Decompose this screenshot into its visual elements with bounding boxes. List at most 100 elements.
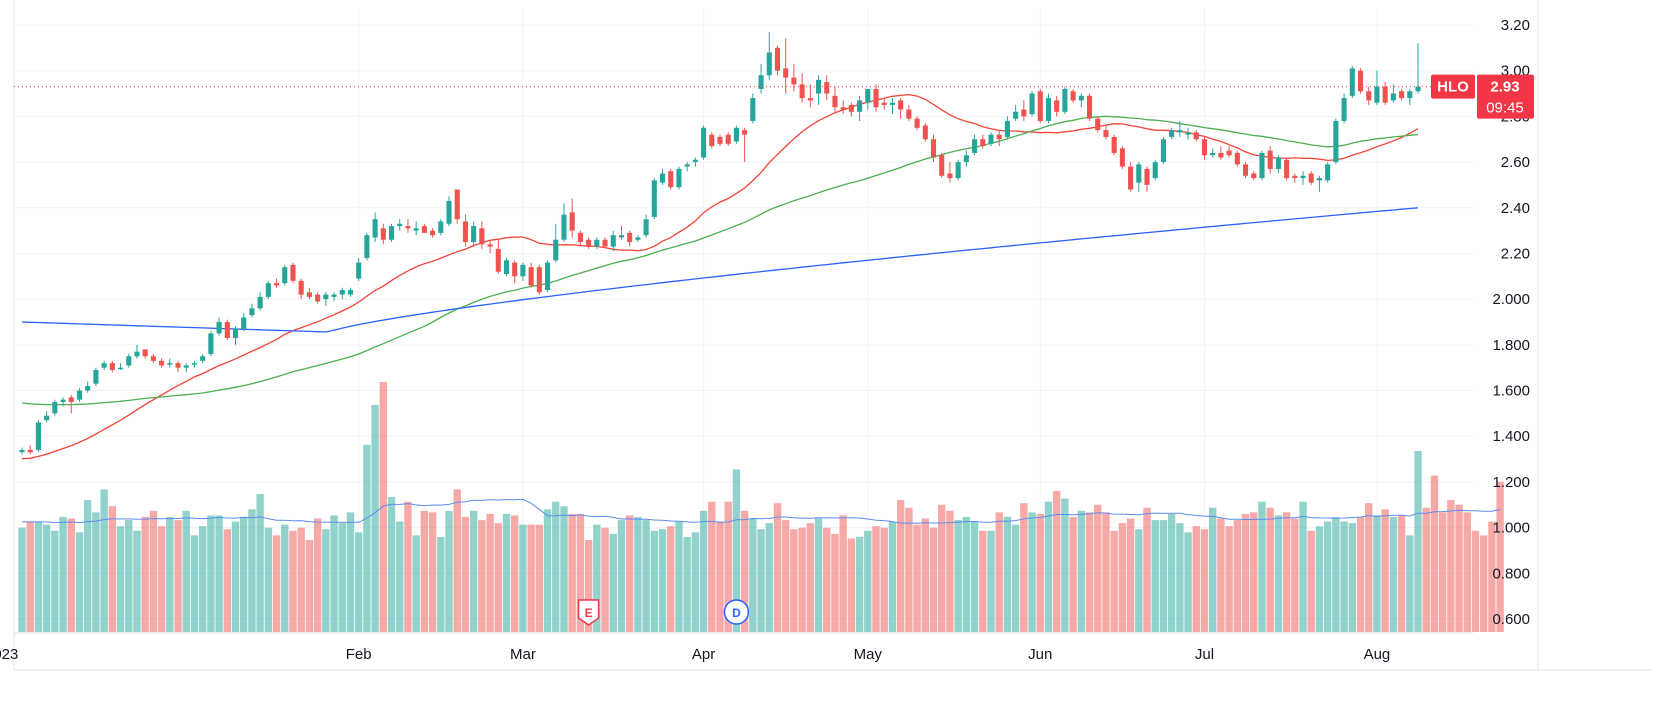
- volume-bar: [1471, 530, 1480, 632]
- candle-body: [668, 171, 674, 188]
- candle-body: [167, 363, 173, 365]
- candle-body: [947, 173, 953, 179]
- volume-bar: [1167, 513, 1176, 632]
- volume-bar: [593, 524, 601, 632]
- volume-bar: [42, 524, 51, 632]
- candle-body: [1054, 100, 1060, 112]
- candle-body: [290, 264, 296, 281]
- y-tick-label: 1.200: [1492, 474, 1530, 491]
- volume-bar: [732, 469, 741, 632]
- candle-body: [216, 322, 222, 334]
- candle-body: [298, 280, 304, 295]
- candle-body: [1316, 178, 1323, 181]
- candle-body: [791, 77, 797, 85]
- symbol-label: HLO: [1437, 79, 1469, 96]
- volume-bar: [1069, 516, 1077, 632]
- candle-body: [1037, 91, 1043, 121]
- volume-bar: [1455, 504, 1463, 632]
- candle-body: [109, 363, 115, 370]
- volume-bar: [1085, 512, 1094, 632]
- volume-bar: [125, 520, 133, 632]
- volume-bar: [1061, 498, 1069, 632]
- y-tick-label: 1.800: [1492, 337, 1530, 354]
- candle-body: [265, 283, 271, 297]
- candle-body: [175, 363, 181, 368]
- dividend-marker[interactable]: [723, 599, 750, 625]
- candle-body: [1415, 86, 1421, 92]
- candle-body: [1136, 164, 1142, 183]
- candle-body: [35, 422, 41, 450]
- volume-bar: [281, 524, 289, 632]
- candle-body: [462, 221, 468, 243]
- volume-bar: [1020, 503, 1028, 632]
- volume-bar: [609, 533, 617, 632]
- candle-body: [503, 260, 510, 275]
- x-tick-label: Mar: [510, 646, 536, 663]
- candle-body: [323, 294, 329, 300]
- volume-bar: [708, 501, 716, 632]
- candle-body: [191, 363, 197, 365]
- candle-body: [495, 248, 501, 272]
- y-tick-label: 2.60: [1501, 154, 1530, 171]
- candle-body: [1399, 91, 1405, 99]
- volume-bar: [346, 512, 355, 632]
- candle-body: [766, 52, 772, 76]
- volume-bar: [1488, 521, 1496, 632]
- volume-bar: [946, 510, 954, 632]
- ma-mid-line: [21, 115, 1419, 406]
- volume-bar: [75, 532, 84, 632]
- candle-body: [725, 134, 731, 144]
- candle-body: [1103, 130, 1109, 137]
- candle-body: [717, 136, 723, 144]
- volume-bar: [905, 507, 913, 632]
- candle-body: [1086, 95, 1093, 119]
- earnings-marker[interactable]: [577, 599, 600, 626]
- volume-bar: [1282, 512, 1291, 632]
- volume-bar: [116, 526, 125, 632]
- volume-bar: [773, 503, 782, 632]
- volume-bar: [272, 535, 281, 632]
- candle-body: [840, 107, 846, 110]
- candle-body: [1021, 109, 1027, 117]
- candle-body: [1144, 168, 1150, 185]
- candle-body: [315, 294, 321, 302]
- candle-body: [380, 228, 386, 240]
- volume-bar: [313, 518, 322, 632]
- candle-body: [364, 235, 370, 259]
- volume-bar: [584, 539, 593, 632]
- last-price-badge-bg: [1477, 74, 1534, 119]
- candle-body: [421, 226, 427, 233]
- volume-bar: [1184, 532, 1192, 632]
- candle-body: [988, 134, 994, 144]
- volume-bar: [1003, 516, 1012, 632]
- candle-body: [1119, 148, 1125, 167]
- candle-body: [68, 397, 74, 402]
- candle-body: [758, 75, 764, 89]
- volume-ma-line: [22, 498, 1501, 524]
- candle-body: [1004, 120, 1010, 137]
- candle-body: [930, 139, 937, 158]
- candle-body: [1284, 159, 1290, 179]
- x-axis[interactable]: 2023 Feb Mar Apr May Jun Jul Aug: [0, 646, 1390, 663]
- volume-bar: [1233, 520, 1242, 632]
- volume-bar: [970, 521, 979, 632]
- volume-bar: [740, 510, 749, 632]
- volume-bar: [872, 526, 880, 632]
- candle-body: [1325, 164, 1331, 181]
- candle-body: [471, 226, 477, 243]
- dividend-marker-label: D: [732, 606, 741, 620]
- volume-bar: [880, 527, 888, 632]
- candle-body: [44, 415, 50, 421]
- candle-body: [183, 365, 189, 368]
- volume-bar: [864, 530, 872, 632]
- candle-body: [709, 134, 715, 147]
- volume-bar: [1241, 513, 1250, 632]
- volume-bar: [1044, 501, 1053, 632]
- moving-average-layer: [21, 93, 1501, 524]
- volume-bar: [207, 515, 215, 632]
- candle-body: [898, 100, 904, 110]
- candle-body: [848, 104, 854, 112]
- volume-bar: [839, 515, 847, 632]
